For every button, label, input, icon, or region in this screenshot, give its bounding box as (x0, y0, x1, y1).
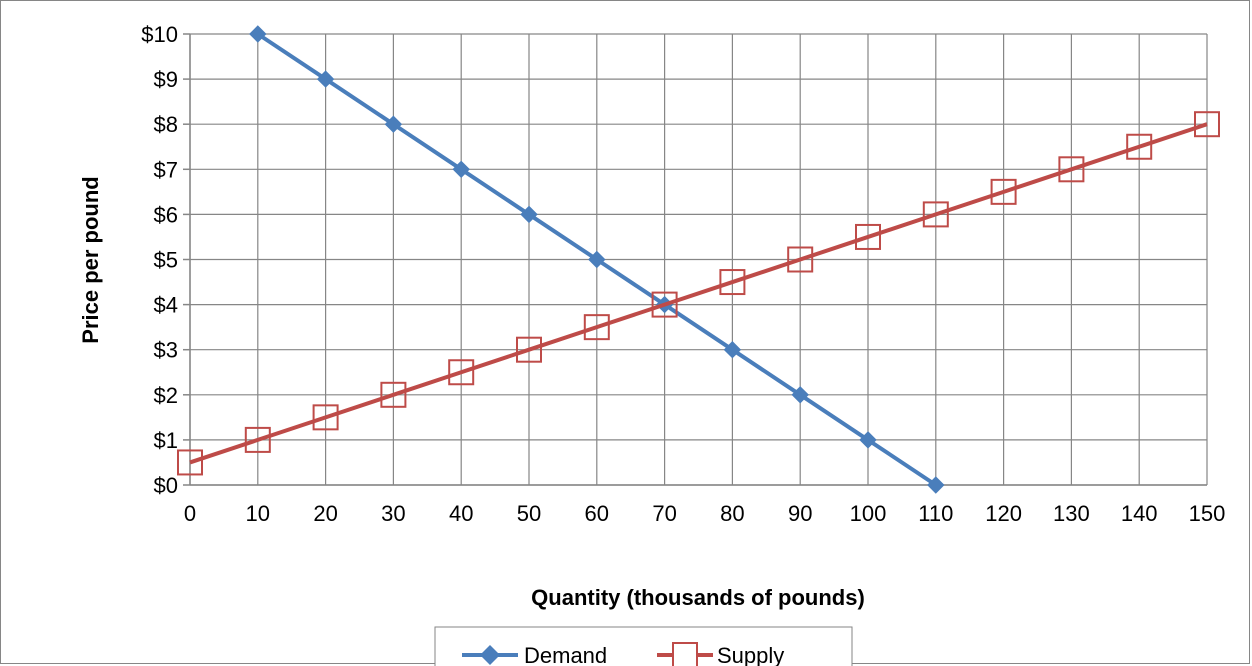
supply-point (380, 381, 407, 408)
x-tick-label: 140 (1121, 501, 1158, 526)
demand-point (316, 70, 335, 88)
x-tick-label: 100 (850, 501, 887, 526)
supply-point (1194, 111, 1220, 138)
y-tick-label: $2 (154, 383, 178, 408)
supply-point (651, 291, 678, 318)
legend: Demand Supply (434, 626, 853, 666)
y-tick-label: $5 (154, 248, 178, 273)
y-tick-label: $8 (154, 112, 178, 137)
x-tick-labels: 0 10 20 30 40 50 60 70 80 90 100 110 120 130 140 150 (184, 501, 1225, 526)
demand-point (452, 160, 470, 179)
x-axis-title: Quantity (thousands of pounds) (531, 585, 865, 610)
demand-point (249, 25, 267, 43)
supply-point (922, 201, 949, 228)
x-tick-label: 120 (985, 501, 1022, 526)
demand-point (927, 476, 945, 494)
x-tick-label: 40 (449, 501, 473, 526)
y-tick-label: $6 (154, 202, 178, 227)
supply-point (177, 449, 203, 476)
y-tick-label: $1 (154, 428, 178, 453)
demand-point (520, 205, 538, 224)
x-tick-label: 90 (788, 501, 812, 526)
x-tick-label: 130 (1053, 501, 1090, 526)
x-tick-label: 150 (1189, 501, 1226, 526)
demand-point (723, 340, 742, 359)
demand-point (588, 250, 606, 269)
x-tick-label: 50 (517, 501, 541, 526)
demand-point (859, 431, 877, 449)
supply-point (583, 314, 610, 341)
grid (189, 33, 1208, 486)
demand-point (384, 115, 403, 133)
supply-point (312, 404, 339, 431)
supply-point (1126, 133, 1153, 160)
legend-supply-marker (672, 642, 698, 666)
x-tick-label: 10 (246, 501, 270, 526)
x-tick-label: 30 (381, 501, 405, 526)
axes (183, 33, 1207, 486)
x-tick-label: 70 (652, 501, 676, 526)
x-tick-label: 20 (313, 501, 337, 526)
supply-point (855, 223, 881, 250)
x-tick-label: 110 (918, 501, 953, 526)
x-tick-label: 0 (184, 501, 196, 526)
legend-supply-label: Supply (717, 643, 784, 666)
x-tick-label: 80 (720, 501, 744, 526)
series (177, 25, 1220, 494)
y-tick-labels: $0 $1 $2 $3 $4 $5 $6 $7 $8 $9 $10 (141, 22, 178, 498)
legend-demand-marker (480, 645, 500, 665)
y-tick-label: $3 (154, 338, 178, 363)
supply-point (516, 336, 542, 363)
legend-demand-label: Demand (524, 643, 607, 666)
supply-point (448, 359, 475, 386)
supply-point (787, 246, 814, 273)
legend-box (434, 626, 853, 666)
supply-point (1058, 156, 1085, 183)
supply-point (719, 269, 746, 296)
x-tick-label: 60 (585, 501, 609, 526)
y-axis-title: Price per pound (78, 176, 103, 343)
y-tick-label: $4 (154, 293, 178, 318)
y-tick-label: $0 (154, 473, 178, 498)
y-tick-label: $10 (141, 22, 178, 47)
supply-point (990, 178, 1017, 205)
y-tick-label: $9 (154, 67, 178, 92)
supply-point (244, 426, 271, 453)
y-tick-label: $7 (154, 157, 178, 182)
supply-line (189, 122, 1208, 465)
demand-point (791, 386, 809, 404)
